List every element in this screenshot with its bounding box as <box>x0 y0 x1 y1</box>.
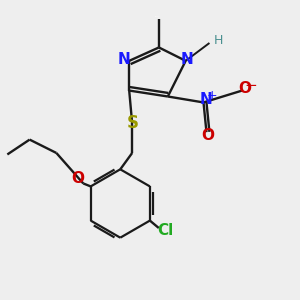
Text: +: + <box>207 89 218 102</box>
Text: H: H <box>214 34 223 47</box>
Text: O: O <box>201 128 214 143</box>
Text: S: S <box>127 114 139 132</box>
Text: Cl: Cl <box>157 224 173 238</box>
Text: methyl: methyl <box>154 16 159 17</box>
Text: N: N <box>200 92 212 107</box>
Text: −: − <box>245 78 257 93</box>
Text: N: N <box>118 52 130 67</box>
Text: O: O <box>238 81 251 96</box>
Text: N: N <box>181 52 194 67</box>
Text: O: O <box>71 171 84 186</box>
